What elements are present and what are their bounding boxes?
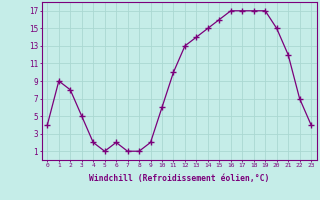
X-axis label: Windchill (Refroidissement éolien,°C): Windchill (Refroidissement éolien,°C) xyxy=(89,174,269,183)
